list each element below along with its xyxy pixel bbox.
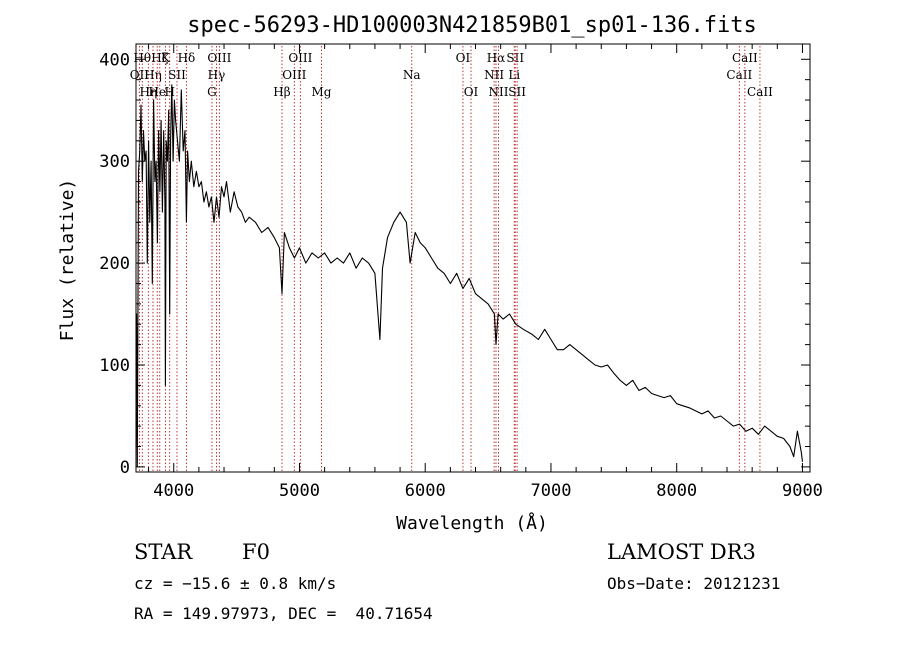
spectral-line-label: Hδ [178, 51, 196, 65]
coordinates: RA = 149.97973, DEC = 40.71654 [134, 604, 433, 623]
x-tick-label: 7000 [530, 481, 571, 501]
spectral-line-label: Li [508, 68, 520, 82]
spectral-line-label: Hγ [208, 68, 226, 82]
spectral-line-label: Hζ [151, 51, 168, 65]
spectral-line-label: G [207, 85, 217, 99]
y-tick-label: 400 [99, 50, 130, 70]
spectral-line-label: CaII [726, 68, 752, 82]
spectral-line-label: Mg [311, 85, 331, 99]
spectral-line-label: Na [403, 68, 421, 82]
spectral-line-label: CaII [747, 85, 773, 99]
spectral-line-label: Hα [487, 51, 506, 65]
redshift-value: cz = −15.6 ± 0.8 km/s [134, 574, 337, 593]
spectral-line-label: OIII [282, 68, 306, 82]
spectral-line-label: Hθ [133, 51, 151, 65]
y-axis-label: Flux (relative) [57, 179, 78, 342]
chart-title: spec-56293-HD100003N421859B01_sp01-136.f… [187, 13, 757, 38]
spectral-line-label: OII [130, 68, 150, 82]
object-subclass: F0 [242, 540, 270, 564]
y-tick-label: 0 [120, 458, 130, 478]
spectral-line-label: K [161, 51, 171, 65]
spectral-line-label: NII [484, 68, 504, 82]
spectral-line-label: He [148, 85, 166, 99]
spectral-line-label: SII [506, 51, 524, 65]
x-tick-label: 6000 [405, 481, 446, 501]
object-class: STAR [134, 540, 193, 564]
x-axis-label: Wavelength (Å) [396, 512, 548, 534]
y-tick-label: 300 [99, 152, 130, 172]
spectral-line-markers: HθOIIHηHηHζKHeHSIIHδGHγOIIIHβOIIIOIIIMgN… [130, 46, 773, 472]
observation-date: Obs−Date: 20121231 [607, 574, 781, 593]
x-axis: 4000 5000 6000 7000 8000 9000 [148, 44, 823, 501]
spectral-line-label: H [164, 85, 174, 99]
y-tick-label: 200 [99, 254, 130, 274]
spectral-line-label: OIII [288, 51, 312, 65]
x-tick-label: 8000 [656, 481, 697, 501]
plot-frame [135, 43, 811, 473]
spectral-line-label: NII [489, 85, 509, 99]
spectral-line-label: OI [464, 85, 479, 99]
x-tick-label: 4000 [153, 481, 194, 501]
spectral-line-label: OIII [207, 51, 231, 65]
survey-name: LAMOST DR3 [607, 540, 756, 564]
spectrum-line [135, 84, 804, 468]
spectral-line-label: OI [456, 51, 471, 65]
spectral-line-label: Hη [144, 68, 162, 82]
spectral-line-label: CaII [732, 51, 758, 65]
x-tick-label: 5000 [279, 481, 320, 501]
spectral-line-label: SII [168, 68, 186, 82]
x-tick-label: 9000 [782, 481, 823, 501]
spectral-line-label: Hβ [273, 85, 290, 99]
y-tick-label: 100 [99, 356, 130, 376]
y-axis: 0 100 200 300 400 [99, 50, 810, 478]
spectral-line-label: SII [508, 85, 526, 99]
